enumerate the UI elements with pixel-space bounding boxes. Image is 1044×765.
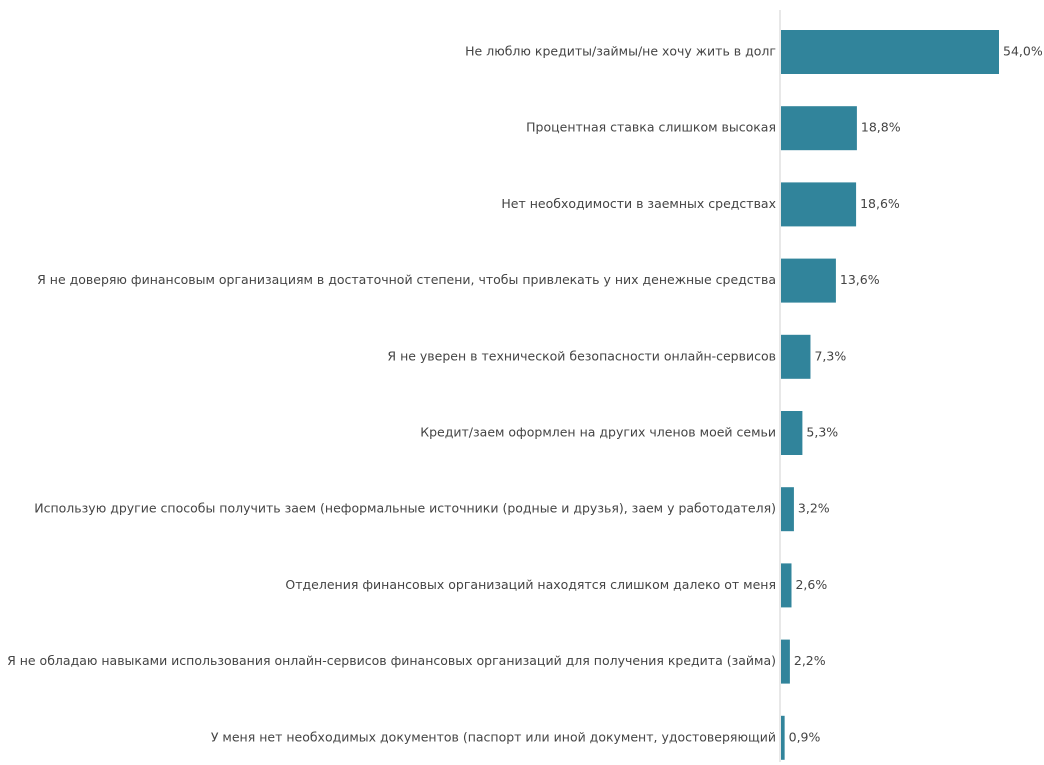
value-label-7: 3,2% — [798, 501, 830, 516]
value-label-2: 18,8% — [861, 120, 901, 135]
value-label-8: 2,6% — [795, 577, 827, 592]
category-label-7: Использую другие способы получить заем (… — [34, 501, 776, 516]
bar-4 — [781, 258, 836, 303]
category-label-2: Процентная ставка слишком высокая — [526, 120, 776, 135]
category-label-3: Нет необходимости в заемных средствах — [501, 196, 776, 211]
bar-1 — [781, 30, 999, 74]
category-label-5: Я не уверен в технической безопасности о… — [387, 348, 776, 363]
bar-2 — [781, 106, 857, 151]
category-label-6: Кредит/заем оформлен на других членов мо… — [420, 425, 776, 440]
value-label-9: 2,2% — [794, 653, 826, 668]
category-label-4: Я не доверяю финансовым организациям в д… — [37, 272, 776, 287]
bar-10 — [781, 715, 785, 760]
value-label-6: 5,3% — [806, 425, 838, 440]
bar-8 — [781, 563, 792, 608]
bar-7 — [781, 487, 794, 532]
category-label-10: У меня нет необходимых документов (паспо… — [211, 729, 776, 744]
value-label-4: 13,6% — [840, 272, 880, 287]
bar-5 — [781, 334, 811, 379]
value-label-3: 18,6% — [860, 196, 900, 211]
value-label-1: 54,0% — [1003, 44, 1043, 59]
bar-3 — [781, 182, 857, 227]
value-label-5: 7,3% — [814, 348, 846, 363]
value-label-10: 0,9% — [789, 729, 821, 744]
category-label-9: Я не обладаю навыками использования онла… — [7, 653, 776, 668]
bars-group: Не люблю кредиты/займы/не хочу жить в до… — [7, 30, 1043, 760]
category-label-1: Не люблю кредиты/займы/не хочу жить в до… — [465, 44, 776, 59]
category-label-8: Отделения финансовых организаций находят… — [285, 577, 776, 592]
bar-9 — [781, 639, 790, 684]
bar-6 — [781, 411, 803, 455]
